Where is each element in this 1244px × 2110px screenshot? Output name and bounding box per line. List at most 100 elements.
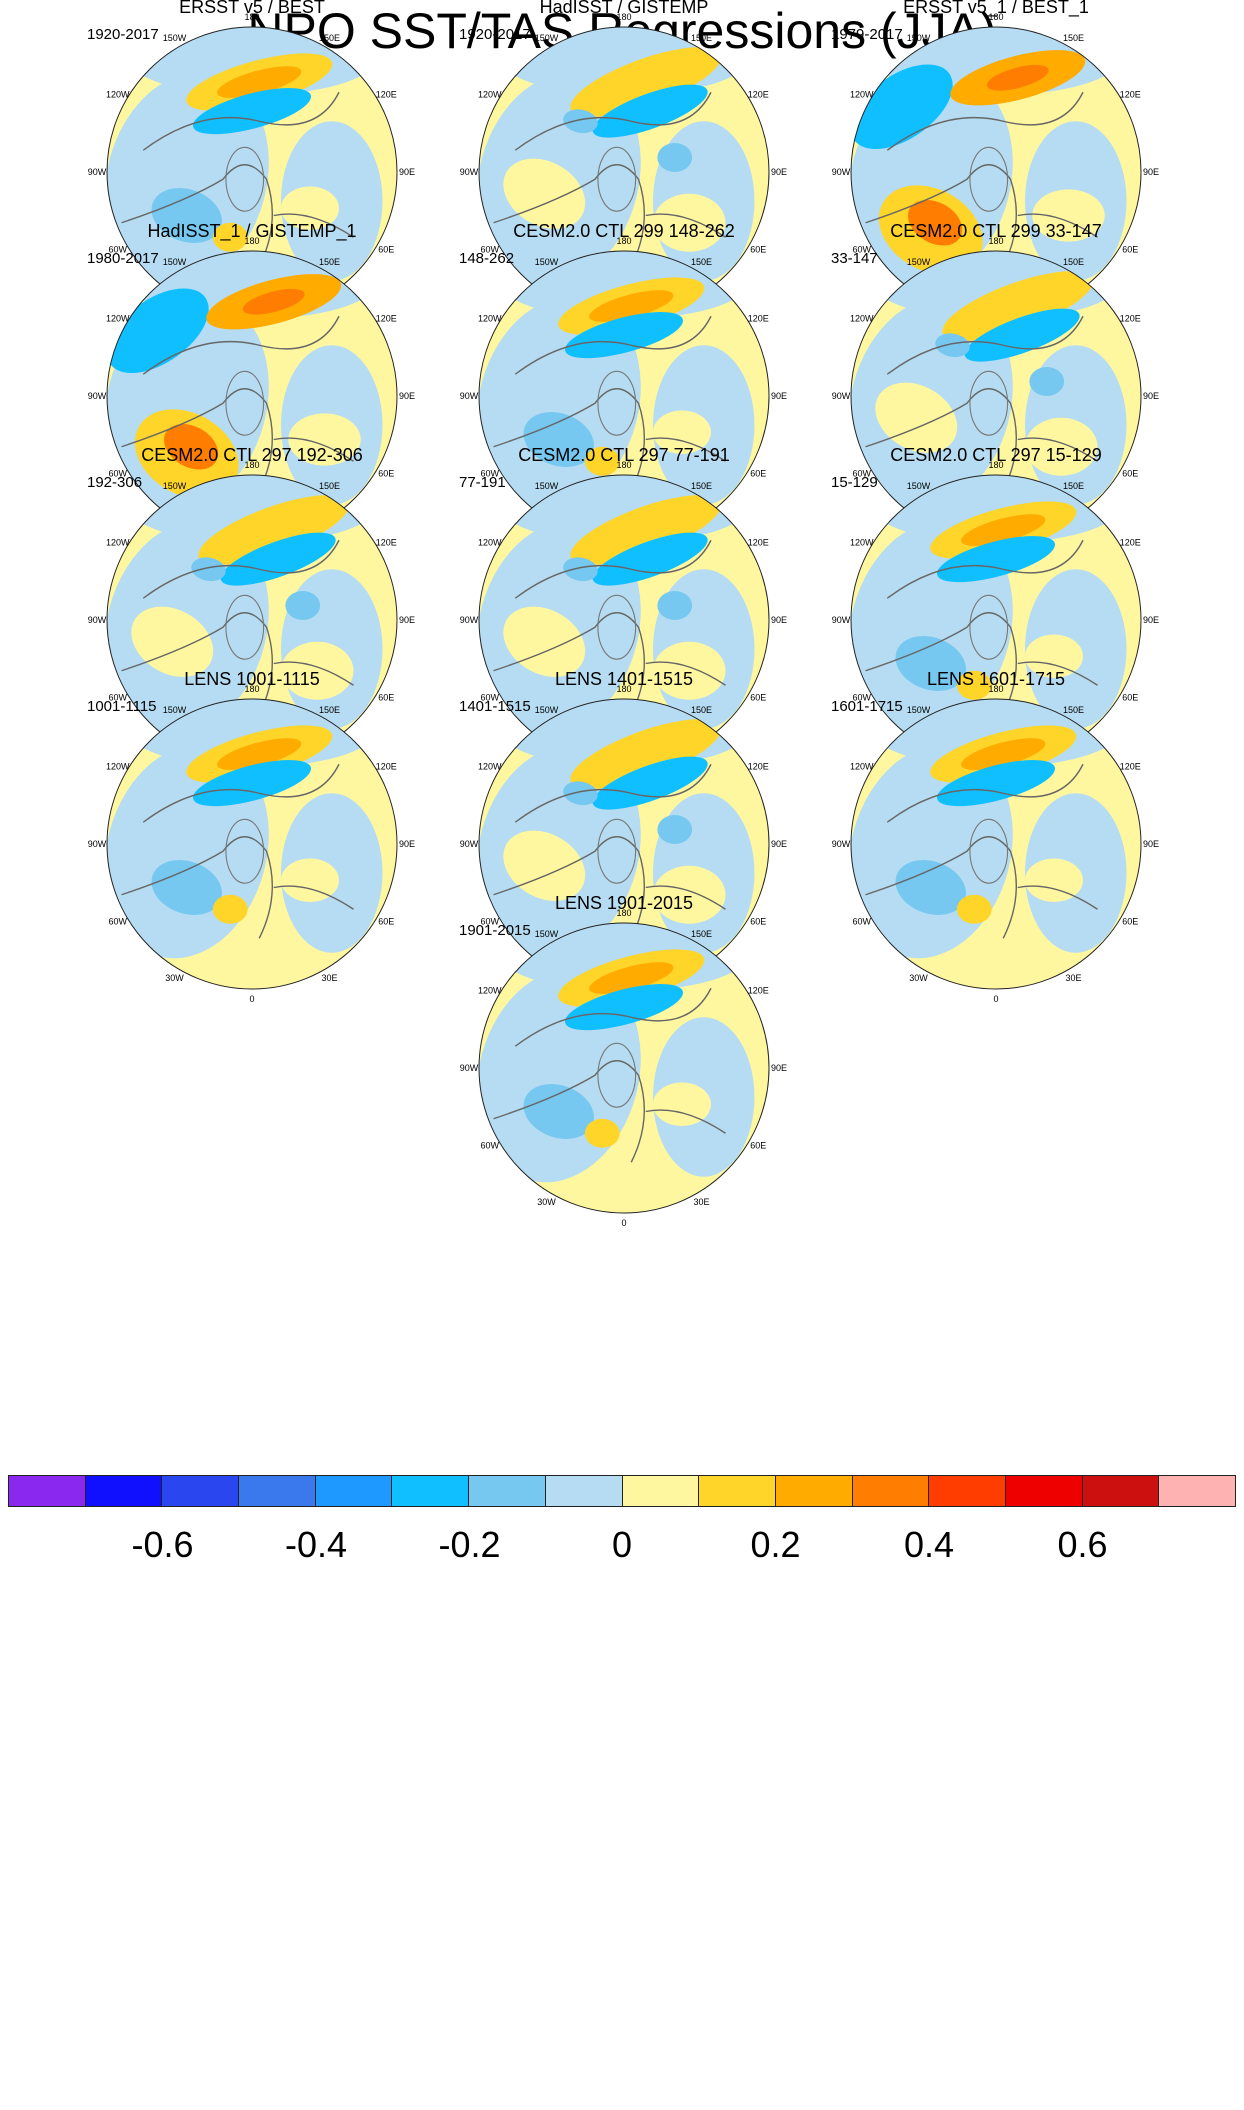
longitude-label: 150E bbox=[691, 33, 712, 43]
anomaly-blob bbox=[570, 495, 722, 566]
map-panel: LENS 1001-1115 1001-1115 180 150E 120E 90E 60E… bbox=[87, 669, 415, 1004]
colorbar-swatch bbox=[9, 1476, 86, 1506]
longitude-label: 120E bbox=[748, 314, 769, 324]
colorbar-swatch bbox=[392, 1476, 470, 1506]
anomaly-blob bbox=[964, 308, 1080, 362]
longitude-label: 90E bbox=[1143, 167, 1159, 177]
coastline bbox=[865, 91, 1098, 267]
longitude-label: 150E bbox=[319, 705, 340, 715]
coastline bbox=[865, 539, 1098, 715]
longitude-label: 150W bbox=[535, 929, 559, 939]
panel-title: CESM2.0 CTL 299 33-147 bbox=[890, 221, 1101, 241]
panel-title: LENS 1601-1715 bbox=[927, 669, 1065, 689]
longitude-label: 60W bbox=[853, 245, 872, 255]
longitude-label: 150E bbox=[691, 929, 712, 939]
longitude-label: 180 bbox=[244, 236, 259, 246]
anomaly-blob bbox=[653, 865, 726, 924]
greenland-outline bbox=[597, 146, 637, 212]
greenland-outline bbox=[969, 146, 1009, 212]
longitude-label: 150W bbox=[907, 705, 931, 715]
anomaly-blob bbox=[193, 88, 311, 135]
greenland-outline bbox=[597, 594, 637, 660]
panel-period: 148-262 bbox=[459, 250, 514, 267]
colorbar-swatch bbox=[1082, 1476, 1160, 1506]
longitude-label: 150E bbox=[1063, 33, 1084, 43]
longitude-label: 150E bbox=[1063, 481, 1084, 491]
longitude-label: 150W bbox=[163, 705, 187, 715]
longitude-label: 60W bbox=[481, 469, 500, 479]
longitude-label: 60W bbox=[109, 245, 128, 255]
anomaly-blob bbox=[570, 47, 722, 118]
longitude-label: 90W bbox=[88, 839, 107, 849]
map-panel: LENS 1401-1515 1401-1515 180 150E 120E 90E 60E… bbox=[459, 669, 787, 1004]
panel-title: LENS 1001-1115 bbox=[184, 669, 319, 689]
longitude-label: 120W bbox=[478, 314, 502, 324]
longitude-label: 150W bbox=[163, 257, 187, 267]
longitude-label: 180 bbox=[988, 684, 1003, 694]
longitude-label: 90E bbox=[399, 167, 415, 177]
greenland-outline bbox=[225, 146, 265, 212]
longitude-label: 120E bbox=[1120, 90, 1141, 100]
colorbar-swatch bbox=[315, 1476, 393, 1506]
anomaly-blob bbox=[281, 641, 354, 700]
anomaly-blob bbox=[191, 557, 226, 582]
map-panel: HadISST / GISTEMP 1920-2017 180 150E 120E 90E… bbox=[459, 0, 787, 332]
anomaly-blob bbox=[107, 288, 209, 374]
panel-title: CESM2.0 CTL 297 77-191 bbox=[518, 445, 729, 465]
anomaly-blob bbox=[570, 719, 722, 790]
map-panel: LENS 1601-1715 1601-1715 180 150E 120E 90E 60E… bbox=[831, 669, 1159, 1004]
longitude-label: 90W bbox=[460, 839, 479, 849]
coastline bbox=[493, 987, 726, 1163]
longitude-label: 150E bbox=[319, 481, 340, 491]
colorbar-tick-label: -0.6 bbox=[131, 1524, 194, 1565]
longitude-label: 180 bbox=[244, 684, 259, 694]
greenland-outline bbox=[969, 818, 1009, 884]
longitude-label: 30W bbox=[165, 973, 184, 983]
map-panel: CESM2.0 CTL 297 192-306 192-306 180 150E 120… bbox=[87, 445, 415, 780]
anomaly-blob bbox=[956, 894, 992, 924]
colorbar-tick-label: -0.2 bbox=[438, 1524, 501, 1565]
longitude-label: 60E bbox=[378, 469, 394, 479]
longitude-label: 120E bbox=[1120, 314, 1141, 324]
longitude-label: 90W bbox=[460, 167, 479, 177]
colorbar-tick-label: 0.2 bbox=[750, 1524, 801, 1565]
longitude-label: 150W bbox=[535, 481, 559, 491]
anomaly-blob bbox=[1029, 367, 1065, 396]
longitude-label: 90E bbox=[399, 391, 415, 401]
longitude-label: 0 bbox=[993, 994, 998, 1004]
longitude-label: 0 bbox=[249, 994, 254, 1004]
longitude-label: 150W bbox=[535, 33, 559, 43]
greenland-outline bbox=[225, 818, 265, 884]
anomaly-blob bbox=[285, 591, 321, 620]
map-panel: CESM2.0 CTL 297 77-191 77-191 180 150E 120E 9… bbox=[459, 445, 787, 780]
panel-period: 1980-2017 bbox=[87, 250, 159, 267]
longitude-label: 90W bbox=[460, 1063, 479, 1073]
longitude-label: 150E bbox=[319, 33, 340, 43]
coastline bbox=[121, 763, 354, 939]
coastline bbox=[121, 539, 354, 715]
anomaly-blob bbox=[942, 271, 1094, 342]
panel-period: 33-147 bbox=[831, 250, 878, 267]
greenland-outline bbox=[969, 594, 1009, 660]
coastline bbox=[121, 315, 354, 491]
anomaly-blob bbox=[986, 64, 1049, 91]
longitude-label: 90W bbox=[832, 839, 851, 849]
panel-title: CESM2.0 CTL 297 15-129 bbox=[890, 445, 1101, 465]
anomaly-blob bbox=[653, 410, 711, 454]
panel-title: CESM2.0 CTL 299 148-262 bbox=[513, 221, 734, 241]
longitude-label: 30W bbox=[537, 1197, 556, 1207]
colorbar-swatch bbox=[162, 1476, 240, 1506]
anomaly-blob bbox=[565, 984, 683, 1031]
longitude-label: 60E bbox=[378, 917, 394, 927]
colorbar-tick-label: 0.6 bbox=[1057, 1524, 1108, 1565]
anomaly-blob bbox=[589, 962, 674, 994]
longitude-label: 60E bbox=[750, 1141, 766, 1151]
longitude-label: 60E bbox=[750, 917, 766, 927]
longitude-label: 60W bbox=[853, 469, 872, 479]
map-outline bbox=[850, 698, 1142, 990]
anomaly-blob bbox=[935, 333, 970, 358]
anomaly-blob bbox=[563, 781, 598, 806]
anomaly-blob bbox=[151, 188, 222, 243]
map-panels: ERSST v5 / BEST 1920-2017 180 150E 120E 90E 60… bbox=[87, 0, 1159, 1228]
longitude-label: 180 bbox=[616, 684, 631, 694]
